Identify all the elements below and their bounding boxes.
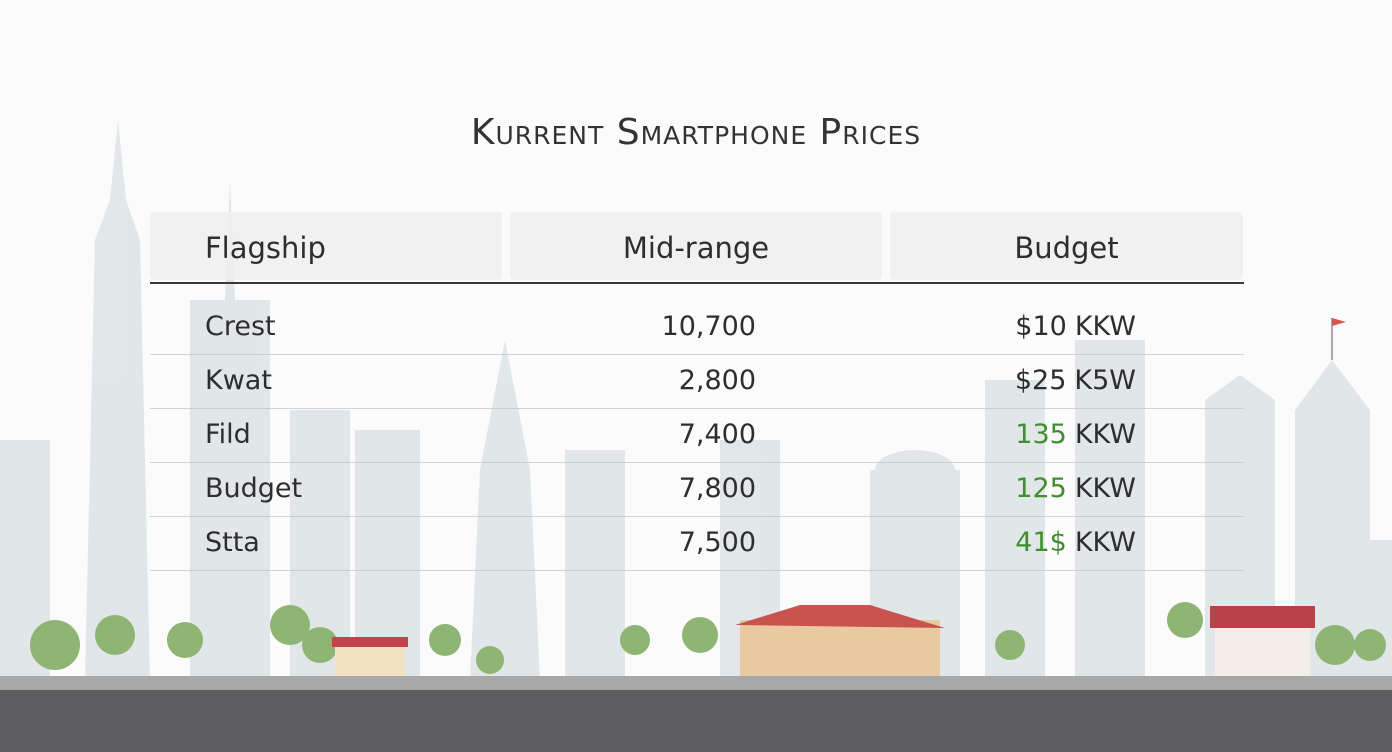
budget-unit: KKW [1074,311,1136,342]
budget-price: 125 KKW [1015,473,1136,504]
budget-unit: K5W [1074,365,1136,396]
column-header: Mid-range [510,212,882,280]
budget-amount: $25 [1014,365,1067,396]
budget-unit: KKW [1074,527,1136,558]
column-header: Flagship [150,212,502,280]
budget-unit: KKW [1074,419,1136,450]
table-row: Stta 7,500 41$ KKW [150,516,1244,571]
table-row: Kwat 2,800 $25 K5W [150,354,1244,409]
budget-amount: 135 [1015,419,1067,450]
phone-name: Crest [205,311,276,342]
phone-name: Fild [205,419,251,450]
table-row: Budget 7,800 125 KKW [150,462,1244,517]
mid-range-price: 7,500 [678,527,756,558]
phone-name: Stta [205,527,260,558]
mid-range-price: 7,400 [678,419,756,450]
budget-amount: 41$ [1015,527,1067,558]
phone-name: Kwat [205,365,272,396]
budget-price: 135 KKW [1015,419,1136,450]
mid-range-price: 10,700 [661,311,756,342]
header-rule [150,282,1244,284]
budget-amount: 125 [1015,473,1067,504]
title: Kurrent Smartphone Prices [470,112,922,153]
column-header: Budget [890,212,1243,280]
phone-name: Budget [205,473,303,504]
mid-range-price: 7,800 [678,473,756,504]
table-row: Crest 10,700 $10 KKW [150,300,1244,355]
mid-range-price: 2,800 [678,365,756,396]
budget-unit: KKW [1074,473,1136,504]
budget-price: 41$ KKW [1015,527,1136,558]
table-row: Fild 7,400 135 KKW [150,408,1244,463]
budget-price: $25 K5W [1015,365,1136,396]
budget-price: $10 KKW [1015,311,1136,342]
budget-amount: $10 [1015,311,1067,342]
